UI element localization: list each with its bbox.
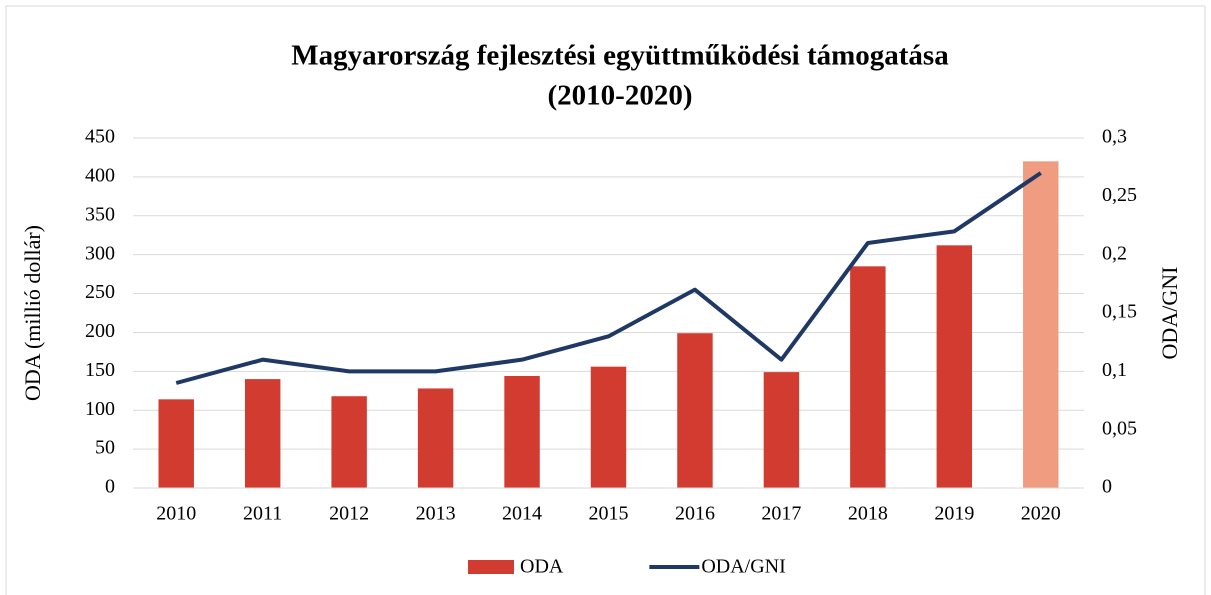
bar — [850, 266, 886, 488]
x-tick-label: 2012 — [329, 503, 369, 525]
chart-title: Magyarország fejlesztési együttműködési … — [291, 40, 949, 72]
x-tick-label: 2010 — [156, 503, 196, 525]
y-tick-label: 400 — [85, 164, 115, 186]
y2-tick-label: 0,25 — [1102, 184, 1137, 206]
legend-label: ODA — [520, 556, 564, 578]
y-tick-label: 50 — [95, 437, 115, 459]
line — [175, 171, 1042, 385]
y-tick-label: 450 — [85, 126, 115, 148]
bar — [244, 379, 281, 488]
y2-tick-label: 0,2 — [1102, 242, 1127, 264]
x-tick-label: 2011 — [243, 503, 282, 525]
chart-frame — [5, 5, 1206, 595]
legend-swatch — [468, 560, 514, 574]
x-tick-label: 2016 — [675, 503, 715, 525]
y-tick-label: 250 — [85, 281, 115, 303]
y2-tick-label: 0,3 — [1102, 126, 1127, 148]
bar — [158, 399, 194, 488]
y2-axis-label: ODA/GNI — [1157, 267, 1182, 360]
y-tick-label: 0 — [105, 476, 115, 498]
y-tick-label: 100 — [85, 398, 115, 420]
y2-tick-label: 0 — [1102, 476, 1112, 498]
y2-tick-label: 0,1 — [1102, 359, 1127, 381]
x-tick-label: 2017 — [761, 503, 801, 525]
y-tick-label: 300 — [85, 242, 115, 264]
bar — [590, 366, 627, 488]
y-tick-label: 350 — [85, 203, 115, 225]
x-tick-label: 2013 — [416, 503, 456, 525]
bar — [1023, 161, 1059, 489]
x-tick-label: 2018 — [848, 503, 888, 525]
bar — [417, 388, 454, 488]
chart-subtitle: (2010-2020) — [548, 80, 693, 112]
y2-tick-label: 0,05 — [1102, 417, 1137, 439]
bar — [504, 376, 540, 488]
legend-label: ODA/GNI — [701, 556, 785, 578]
x-tick-label: 2020 — [1021, 503, 1061, 525]
bar — [677, 333, 713, 488]
x-tick-label: 2015 — [589, 503, 629, 525]
y2-tick-label: 0,15 — [1102, 301, 1137, 323]
bar — [936, 245, 973, 488]
bar — [763, 372, 800, 488]
x-tick-label: 2014 — [502, 503, 542, 525]
y-tick-label: 150 — [85, 359, 115, 381]
y-tick-label: 200 — [85, 320, 115, 342]
x-tick-label: 2019 — [934, 503, 974, 525]
y-axis-label: ODA (millió dollár) — [20, 225, 45, 401]
bar — [331, 396, 367, 488]
